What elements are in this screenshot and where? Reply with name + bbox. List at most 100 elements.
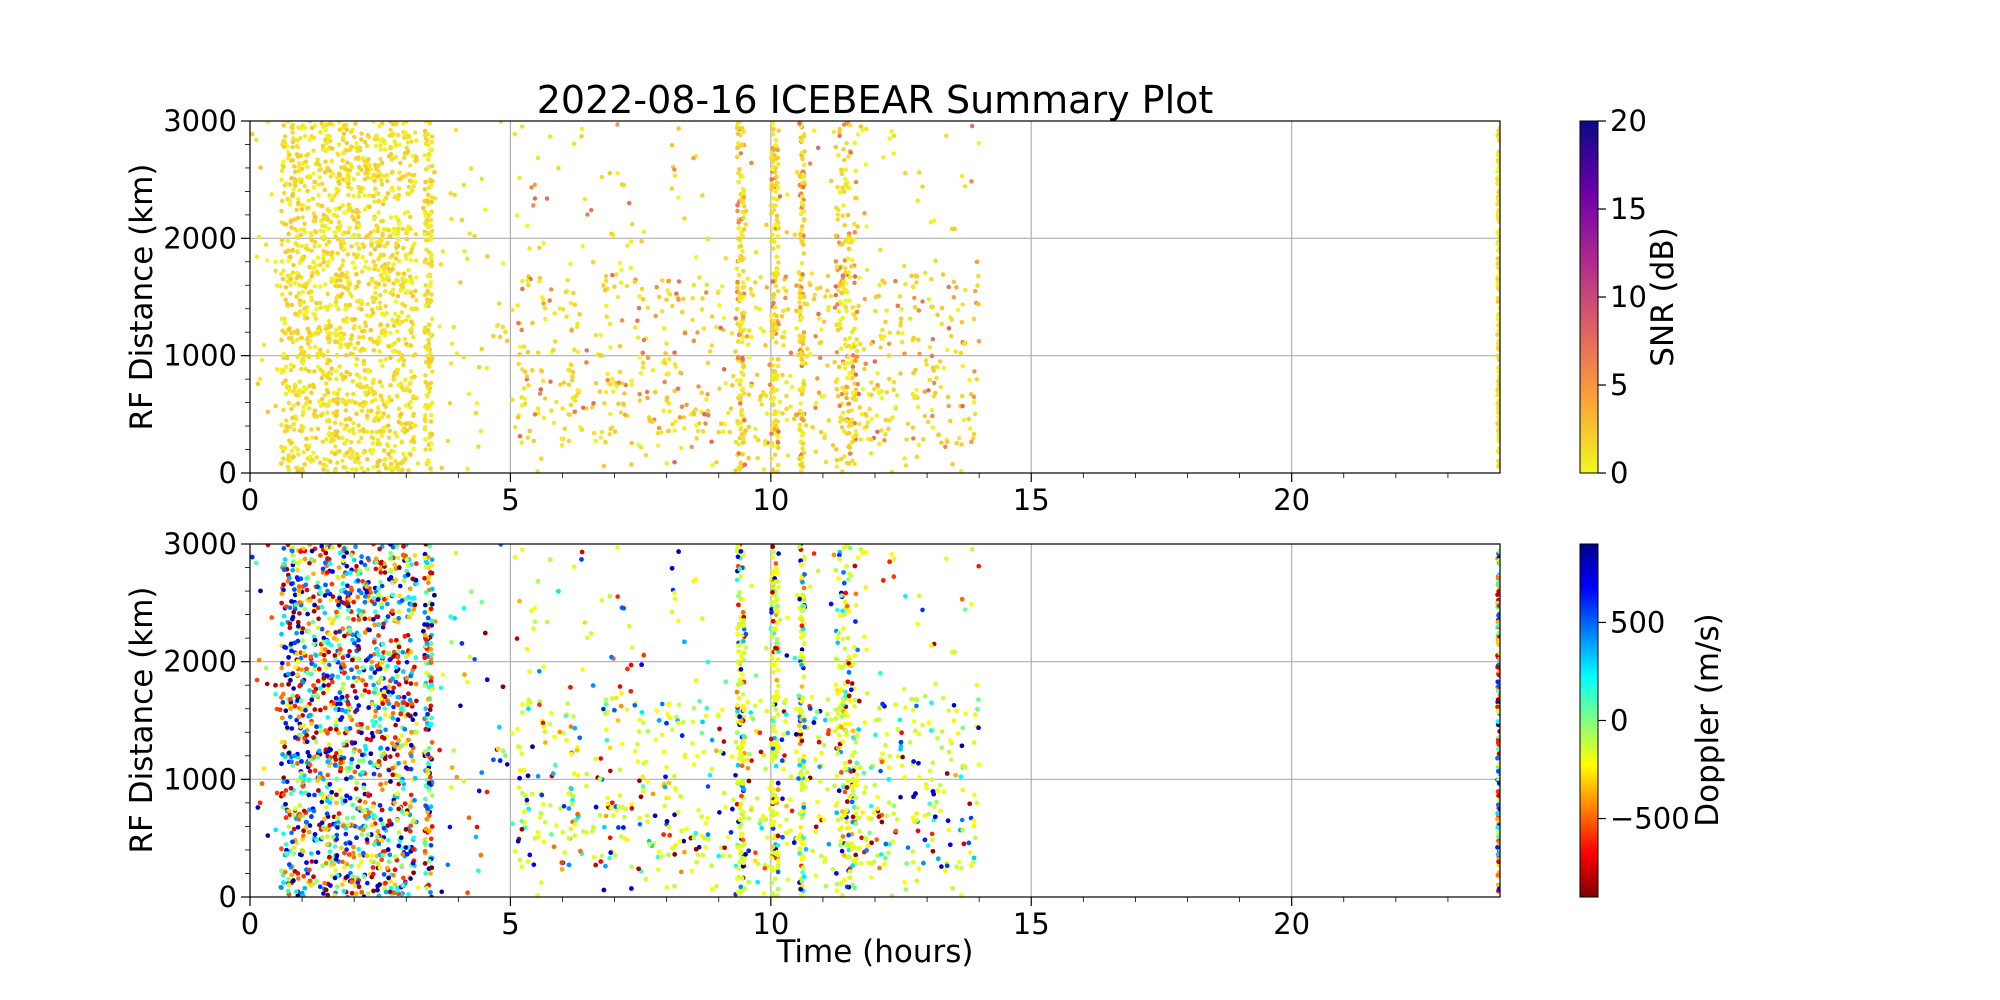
data-point <box>794 283 799 288</box>
data-point <box>833 379 839 384</box>
data-point <box>371 348 377 353</box>
data-point <box>676 279 682 284</box>
data-point <box>920 184 925 189</box>
data-point <box>1496 135 1500 140</box>
data-point <box>357 335 362 340</box>
data-point <box>734 378 740 383</box>
data-point <box>532 412 538 417</box>
data-point <box>840 410 846 415</box>
data-point <box>359 435 364 441</box>
data-point <box>833 259 839 264</box>
data-point <box>876 293 881 299</box>
data-point <box>303 159 308 164</box>
data-point <box>284 181 289 186</box>
data-point <box>302 349 307 355</box>
data-point <box>374 191 379 196</box>
data-point <box>406 191 412 197</box>
data-point <box>288 367 294 373</box>
data-point <box>817 340 822 346</box>
data-point <box>541 378 546 383</box>
data-point <box>570 377 575 383</box>
data-point <box>423 373 428 378</box>
data-point <box>700 429 706 434</box>
data-point <box>869 416 874 422</box>
data-point <box>558 382 563 387</box>
data-point <box>393 143 399 148</box>
data-point <box>289 302 294 308</box>
data-point <box>847 298 852 303</box>
data-point <box>315 354 320 360</box>
data-point <box>324 361 330 366</box>
data-point <box>321 267 326 272</box>
data-point <box>429 441 434 446</box>
data-point <box>776 260 781 265</box>
data-point <box>357 145 362 150</box>
data-point <box>1496 379 1500 384</box>
data-point <box>854 354 859 359</box>
data-point <box>371 194 376 199</box>
data-point <box>853 168 859 173</box>
data-point <box>333 433 339 438</box>
data-point <box>532 182 537 187</box>
data-point <box>312 369 317 374</box>
data-point <box>335 391 340 397</box>
data-point <box>411 334 416 340</box>
data-point <box>839 170 844 175</box>
data-point <box>339 165 344 170</box>
data-point <box>380 218 385 224</box>
data-point <box>541 301 546 306</box>
data-point <box>741 200 746 205</box>
data-point <box>337 266 343 272</box>
data-point <box>617 343 623 349</box>
data-point <box>1496 219 1500 224</box>
data-point <box>769 239 774 244</box>
data-point <box>409 188 415 193</box>
data-point <box>292 329 297 335</box>
data-point <box>837 133 842 138</box>
data-point <box>383 304 388 309</box>
data-point <box>923 270 928 275</box>
data-point <box>341 150 346 156</box>
data-point <box>411 446 416 452</box>
data-point <box>320 143 326 148</box>
data-point <box>348 129 354 134</box>
data-point <box>786 453 791 458</box>
data-point <box>973 288 978 294</box>
data-point <box>397 170 402 175</box>
data-point <box>284 424 289 429</box>
data-point <box>1496 438 1500 444</box>
data-point <box>360 403 366 409</box>
data-point <box>858 437 863 442</box>
data-point <box>410 173 415 178</box>
data-point <box>669 143 675 148</box>
data-point <box>703 421 708 426</box>
data-point <box>344 127 349 132</box>
data-point <box>797 121 802 126</box>
data-point <box>891 133 897 139</box>
data-point <box>736 226 741 231</box>
data-point <box>394 394 400 399</box>
data-point <box>659 309 665 314</box>
data-point <box>355 340 361 346</box>
data-point <box>354 411 359 416</box>
data-point <box>336 142 342 147</box>
data-point <box>388 461 394 467</box>
data-point <box>1496 338 1500 343</box>
data-point <box>371 448 376 453</box>
data-point <box>783 274 788 279</box>
data-point <box>802 301 807 306</box>
data-point <box>400 428 405 433</box>
data-point <box>796 270 801 275</box>
data-point <box>323 282 328 287</box>
data-point <box>497 301 502 306</box>
data-point <box>771 127 776 132</box>
data-point <box>541 241 546 246</box>
data-point <box>863 361 868 366</box>
data-point <box>590 405 595 410</box>
data-point <box>369 399 375 404</box>
data-point <box>560 307 566 312</box>
data-point <box>301 404 306 410</box>
data-point <box>852 230 857 235</box>
data-point <box>322 234 327 239</box>
data-point <box>423 283 428 288</box>
